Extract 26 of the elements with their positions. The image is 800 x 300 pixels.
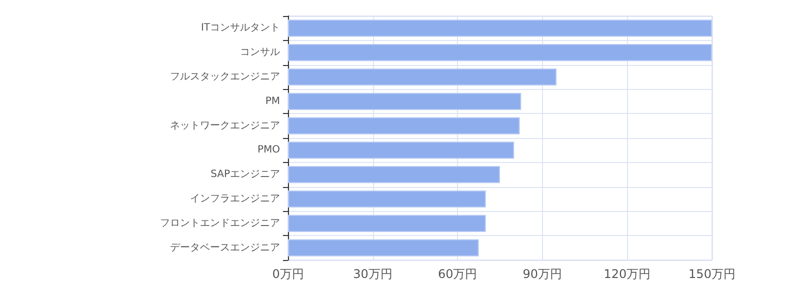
y-tick-label: インフラエンジニア	[190, 194, 280, 204]
x-tick-label: 0万円	[272, 267, 304, 281]
bar	[288, 117, 520, 134]
bar	[288, 214, 486, 232]
bar	[288, 92, 522, 110]
bar	[288, 142, 514, 159]
y-tick-label: フロントエンドエンジニア	[160, 218, 280, 229]
x-tick-label: 90万円	[522, 267, 562, 281]
x-tick-label: 60万円	[438, 267, 478, 281]
y-tick-label: ITコンサルタント	[200, 22, 280, 34]
y-tick-label: PMO	[257, 144, 280, 156]
bar	[288, 44, 712, 62]
y-tick-label: PM	[265, 96, 280, 107]
y-tick-label: SAPエンジニア	[210, 169, 280, 180]
y-tick-label: コンサル	[240, 47, 280, 58]
x-tick-label: 30万円	[353, 267, 392, 281]
bar	[288, 239, 479, 256]
y-tick-label: データベースエンジニア	[170, 242, 280, 254]
bar	[288, 166, 500, 184]
y-tick-label: フルスタックエンジニア	[170, 72, 280, 82]
bar	[288, 68, 557, 86]
bar	[288, 20, 712, 37]
bar	[288, 190, 486, 208]
x-tick-label: 120万円	[604, 267, 651, 281]
y-tick-label: ネットワークエンジニア	[170, 120, 280, 132]
x-tick-label: 150万円	[688, 267, 736, 281]
